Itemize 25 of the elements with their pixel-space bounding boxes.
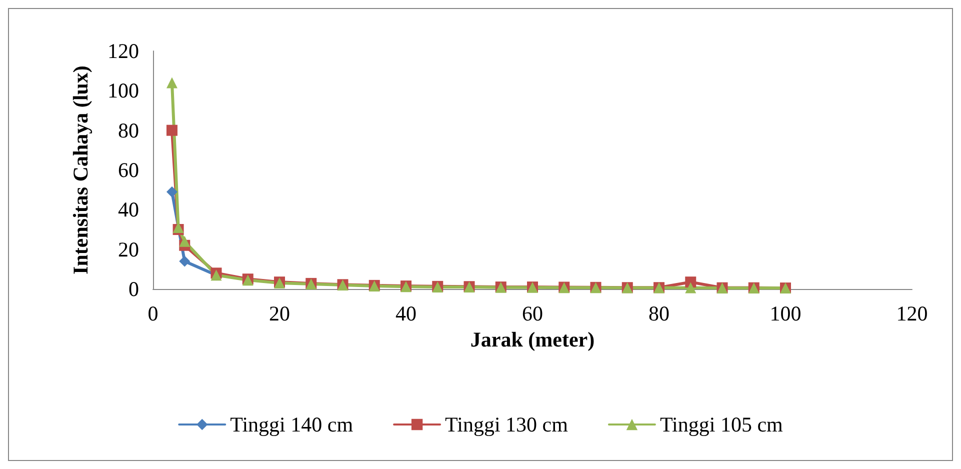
point	[179, 236, 190, 247]
y-tick-label: 40	[118, 198, 139, 222]
x-tick-label: 100	[770, 302, 802, 326]
point	[166, 77, 178, 88]
y-tick-label: 120	[108, 39, 139, 63]
point	[166, 186, 178, 198]
x-tick-label: 120	[896, 302, 928, 326]
y-tick-label: 60	[118, 158, 139, 182]
legend-label: Tinggi 140 cm	[230, 412, 354, 436]
point	[166, 124, 178, 136]
x-tick-label: 80	[648, 302, 670, 326]
y-tick-label: 100	[108, 78, 139, 103]
point	[685, 282, 696, 294]
y-tick-label: 20	[118, 237, 139, 262]
x-tick-label: 40	[396, 302, 416, 326]
y-tick-label: 80	[118, 118, 139, 142]
x-tick-label: 20	[269, 302, 290, 326]
x-tick-label: 0	[148, 302, 158, 326]
legend-label: Tinggi 105 cm	[660, 412, 783, 436]
y-tick-label: 0	[128, 277, 139, 301]
x-axis-title: Jarak (meter)	[470, 328, 595, 352]
point	[179, 256, 190, 267]
y-axis-title: Intensitas Cahaya (lux)	[68, 66, 92, 274]
x-tick-label: 60	[522, 302, 543, 326]
legend-label: Tinggi 130 cm	[445, 412, 568, 436]
